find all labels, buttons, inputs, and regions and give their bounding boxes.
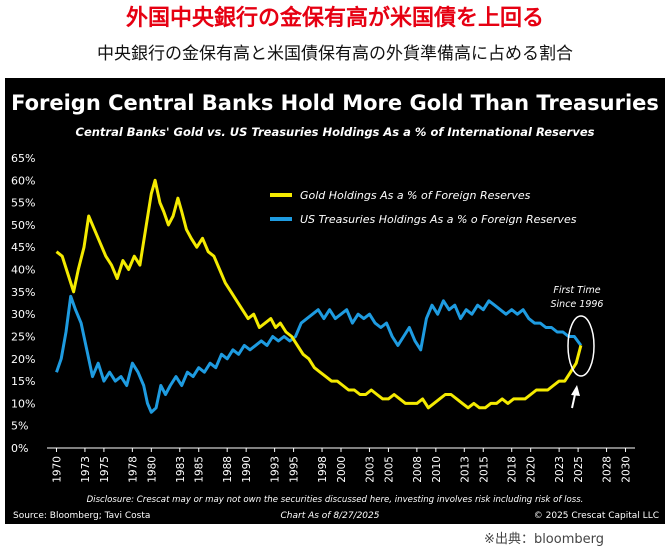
x-tick-label: 1980	[146, 456, 158, 483]
y-tick-label: 25%	[11, 330, 35, 343]
x-tick-label: 2010	[431, 456, 443, 483]
x-tick-label: 2005	[383, 456, 395, 483]
x-tick-label: 1973	[80, 456, 92, 483]
gold-series-line	[55, 178, 583, 410]
source-note: ※出典：bloomberg	[484, 532, 604, 547]
x-tick-label: 1983	[175, 456, 187, 483]
x-tick-label: 2028	[602, 456, 614, 483]
y-tick-label: 10%	[11, 397, 35, 410]
disclosure-text: Disclosure: Crescat may or may not own t…	[87, 495, 584, 505]
y-tick-label: 65%	[11, 152, 35, 165]
y-tick-label: 5%	[11, 420, 28, 433]
x-tick-label: 1970	[51, 456, 63, 483]
chart-date-text: Chart As of 8/27/2025	[281, 511, 380, 521]
legend-label-treasuries: US Treasuries Holdings As a % o Foreign …	[300, 213, 577, 226]
y-tick-label: 0%	[11, 442, 28, 455]
y-axis: 0% 5% 10% 15% 20% 25% 30% 35% 40% 45% 50% 55% 60% 65%	[11, 152, 35, 455]
highlight-ellipse	[567, 315, 595, 377]
x-tick-label: 1998	[317, 456, 329, 483]
x-tick-label: 1993	[270, 456, 282, 483]
headline: 外国中央銀行の金保有高が米国債を上回る	[125, 6, 544, 31]
annotation-line-1: First Time	[553, 285, 600, 296]
y-tick-label: 60%	[11, 174, 35, 187]
x-tick-label: 1995	[289, 456, 301, 483]
y-tick-label: 20%	[11, 353, 35, 366]
y-tick-label: 30%	[11, 308, 35, 321]
x-tick-label: 2020	[526, 456, 538, 483]
chart-panel: Foreign Central Banks Hold More Gold Tha…	[5, 78, 665, 524]
legend-label-gold: Gold Holdings As a % of Foreign Reserves	[300, 189, 531, 202]
x-tick-label: 2013	[459, 456, 471, 483]
annotation-line-2: Since 1996	[551, 299, 604, 310]
x-tick-label: 1985	[194, 456, 206, 483]
x-tick-label: 2025	[573, 456, 585, 483]
x-tick-label: 2008	[412, 456, 424, 483]
x-tick-label: 2003	[364, 456, 376, 483]
x-tick-label: 1978	[127, 456, 139, 483]
first-time-annotation: First Time Since 1996	[551, 285, 604, 409]
source-text: Source: Bloomberg; Tavi Costa	[13, 511, 150, 521]
y-tick-label: 55%	[11, 197, 35, 210]
x-tick-label: 1990	[241, 456, 253, 483]
legend: Gold Holdings As a % of Foreign Reserves…	[270, 189, 577, 226]
subheadline: 中央銀行の金保有高と米国債保有高の外貨準備高に占める割合	[97, 44, 573, 64]
chart-svg: Foreign Central Banks Hold More Gold Tha…	[11, 91, 659, 521]
y-tick-label: 40%	[11, 264, 35, 277]
plot-area	[55, 178, 583, 414]
y-tick-label: 35%	[11, 286, 35, 299]
x-tick-label: 2030	[621, 456, 633, 483]
x-tick-label: 1988	[222, 456, 234, 483]
x-tick-label: 2023	[554, 456, 566, 483]
x-tick-label: 1975	[99, 456, 111, 483]
treasuries-series-line	[55, 294, 583, 414]
chart-title: Foreign Central Banks Hold More Gold Tha…	[11, 91, 659, 115]
y-tick-label: 45%	[11, 241, 35, 254]
annotation-arrow-head	[571, 385, 580, 396]
y-tick-label: 50%	[11, 219, 35, 232]
x-tick-label: 2000	[336, 456, 348, 483]
copyright-text: © 2025 Crescat Capital LLC	[534, 511, 659, 521]
x-tick-label: 2018	[507, 456, 519, 483]
chart-subtitle: Central Banks' Gold vs. US Treasuries Ho…	[76, 125, 595, 139]
x-tick-label: 2015	[478, 456, 490, 483]
x-axis: 1970 1973 1975 1978 1980 1983 1985 1988 1990 1993…	[47, 447, 635, 483]
y-tick-label: 15%	[11, 375, 35, 388]
